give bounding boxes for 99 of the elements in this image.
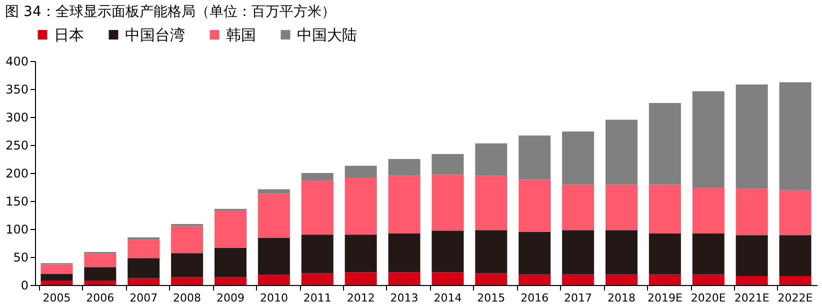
bar bbox=[388, 272, 420, 285]
bar bbox=[648, 233, 681, 274]
bar bbox=[432, 154, 464, 175]
bar bbox=[301, 180, 334, 235]
bar bbox=[214, 248, 246, 278]
bar bbox=[562, 274, 594, 285]
bar bbox=[84, 254, 116, 268]
x-tick-label: 2005 bbox=[42, 292, 71, 304]
x-tick-label: 2014 bbox=[434, 292, 462, 304]
bar bbox=[692, 188, 724, 234]
bar bbox=[258, 274, 290, 285]
bar bbox=[171, 226, 204, 254]
bar bbox=[475, 176, 508, 230]
legend-label: 中国台湾 bbox=[125, 26, 185, 44]
bar bbox=[562, 230, 594, 274]
bar bbox=[432, 272, 464, 285]
bar bbox=[736, 235, 768, 276]
bar bbox=[258, 194, 290, 238]
bar bbox=[128, 278, 160, 285]
bar bbox=[475, 230, 508, 274]
legend-label: 韩国 bbox=[226, 26, 256, 44]
bar bbox=[128, 258, 160, 278]
x-tick-label: 2022E bbox=[778, 292, 813, 304]
bar bbox=[518, 180, 551, 232]
x-tick-label: 2007 bbox=[130, 292, 158, 304]
bar bbox=[606, 274, 638, 285]
bar bbox=[648, 274, 681, 285]
bar bbox=[779, 235, 812, 276]
bar bbox=[344, 178, 377, 235]
bar bbox=[128, 240, 160, 258]
y-tick-label: 350 bbox=[6, 82, 28, 96]
chart-title: 图 34：全球显示面板产能格局（单位：百万平方米） bbox=[5, 4, 336, 20]
bar bbox=[40, 280, 73, 285]
bar bbox=[475, 273, 508, 285]
bar bbox=[214, 210, 246, 248]
bar bbox=[84, 267, 116, 281]
bar bbox=[301, 173, 334, 181]
y-tick-label: 300 bbox=[6, 110, 28, 124]
bar bbox=[388, 233, 420, 272]
bar bbox=[301, 234, 334, 274]
x-tick-label: 2019E bbox=[647, 292, 682, 304]
bar bbox=[432, 230, 464, 272]
bar bbox=[214, 277, 246, 285]
x-tick-label: 2010 bbox=[260, 292, 288, 304]
x-tick-label: 2012 bbox=[346, 292, 375, 304]
legend-label: 日本 bbox=[54, 26, 84, 44]
x-tick-label: 2009 bbox=[216, 292, 244, 304]
bar bbox=[258, 238, 290, 275]
bar bbox=[40, 274, 73, 281]
bar bbox=[475, 143, 508, 176]
x-tick-label: 2006 bbox=[86, 292, 114, 304]
bar bbox=[648, 184, 681, 234]
bar bbox=[606, 230, 638, 274]
x-tick-label: 2015 bbox=[477, 292, 506, 304]
x-tick-label: 2020E bbox=[690, 292, 726, 304]
bar bbox=[344, 166, 377, 178]
bar bbox=[171, 253, 204, 278]
x-tick-label: 2008 bbox=[173, 292, 202, 304]
x-tick-label: 2021E bbox=[734, 292, 770, 304]
bar bbox=[171, 277, 204, 285]
bar bbox=[736, 84, 768, 189]
bar bbox=[518, 135, 551, 180]
x-tick-label: 2011 bbox=[303, 292, 332, 304]
bar bbox=[562, 184, 594, 230]
bar bbox=[518, 232, 551, 274]
bar bbox=[779, 82, 812, 190]
bar bbox=[562, 132, 594, 185]
y-tick-label: 150 bbox=[6, 194, 28, 208]
y-tick-label: 250 bbox=[6, 138, 28, 152]
bar bbox=[518, 274, 551, 285]
bar bbox=[779, 276, 812, 285]
bar bbox=[40, 264, 73, 274]
bar bbox=[736, 276, 768, 285]
bar bbox=[692, 233, 724, 274]
bar bbox=[648, 103, 681, 185]
x-tick-label: 2017 bbox=[564, 292, 592, 304]
y-tick-label: 0 bbox=[20, 278, 28, 292]
y-tick-label: 100 bbox=[6, 222, 28, 236]
bar bbox=[84, 280, 116, 285]
x-tick-label: 2018 bbox=[608, 292, 636, 304]
bar bbox=[432, 174, 464, 231]
bar bbox=[692, 274, 724, 285]
bar bbox=[779, 190, 812, 236]
bar bbox=[301, 273, 334, 285]
bar bbox=[344, 234, 377, 272]
x-tick-label: 2013 bbox=[390, 292, 418, 304]
bar bbox=[344, 272, 377, 285]
y-tick-label: 400 bbox=[6, 54, 28, 68]
bar bbox=[692, 91, 724, 188]
y-tick-label: 50 bbox=[13, 250, 28, 264]
bar bbox=[606, 184, 638, 230]
bar bbox=[388, 159, 420, 176]
legend-label: 中国大陆 bbox=[297, 26, 357, 44]
bar bbox=[258, 189, 290, 194]
bar bbox=[606, 120, 638, 185]
bar bbox=[388, 176, 420, 234]
y-tick-label: 200 bbox=[6, 166, 28, 180]
x-tick-label: 2016 bbox=[520, 292, 549, 304]
bar bbox=[736, 188, 768, 236]
